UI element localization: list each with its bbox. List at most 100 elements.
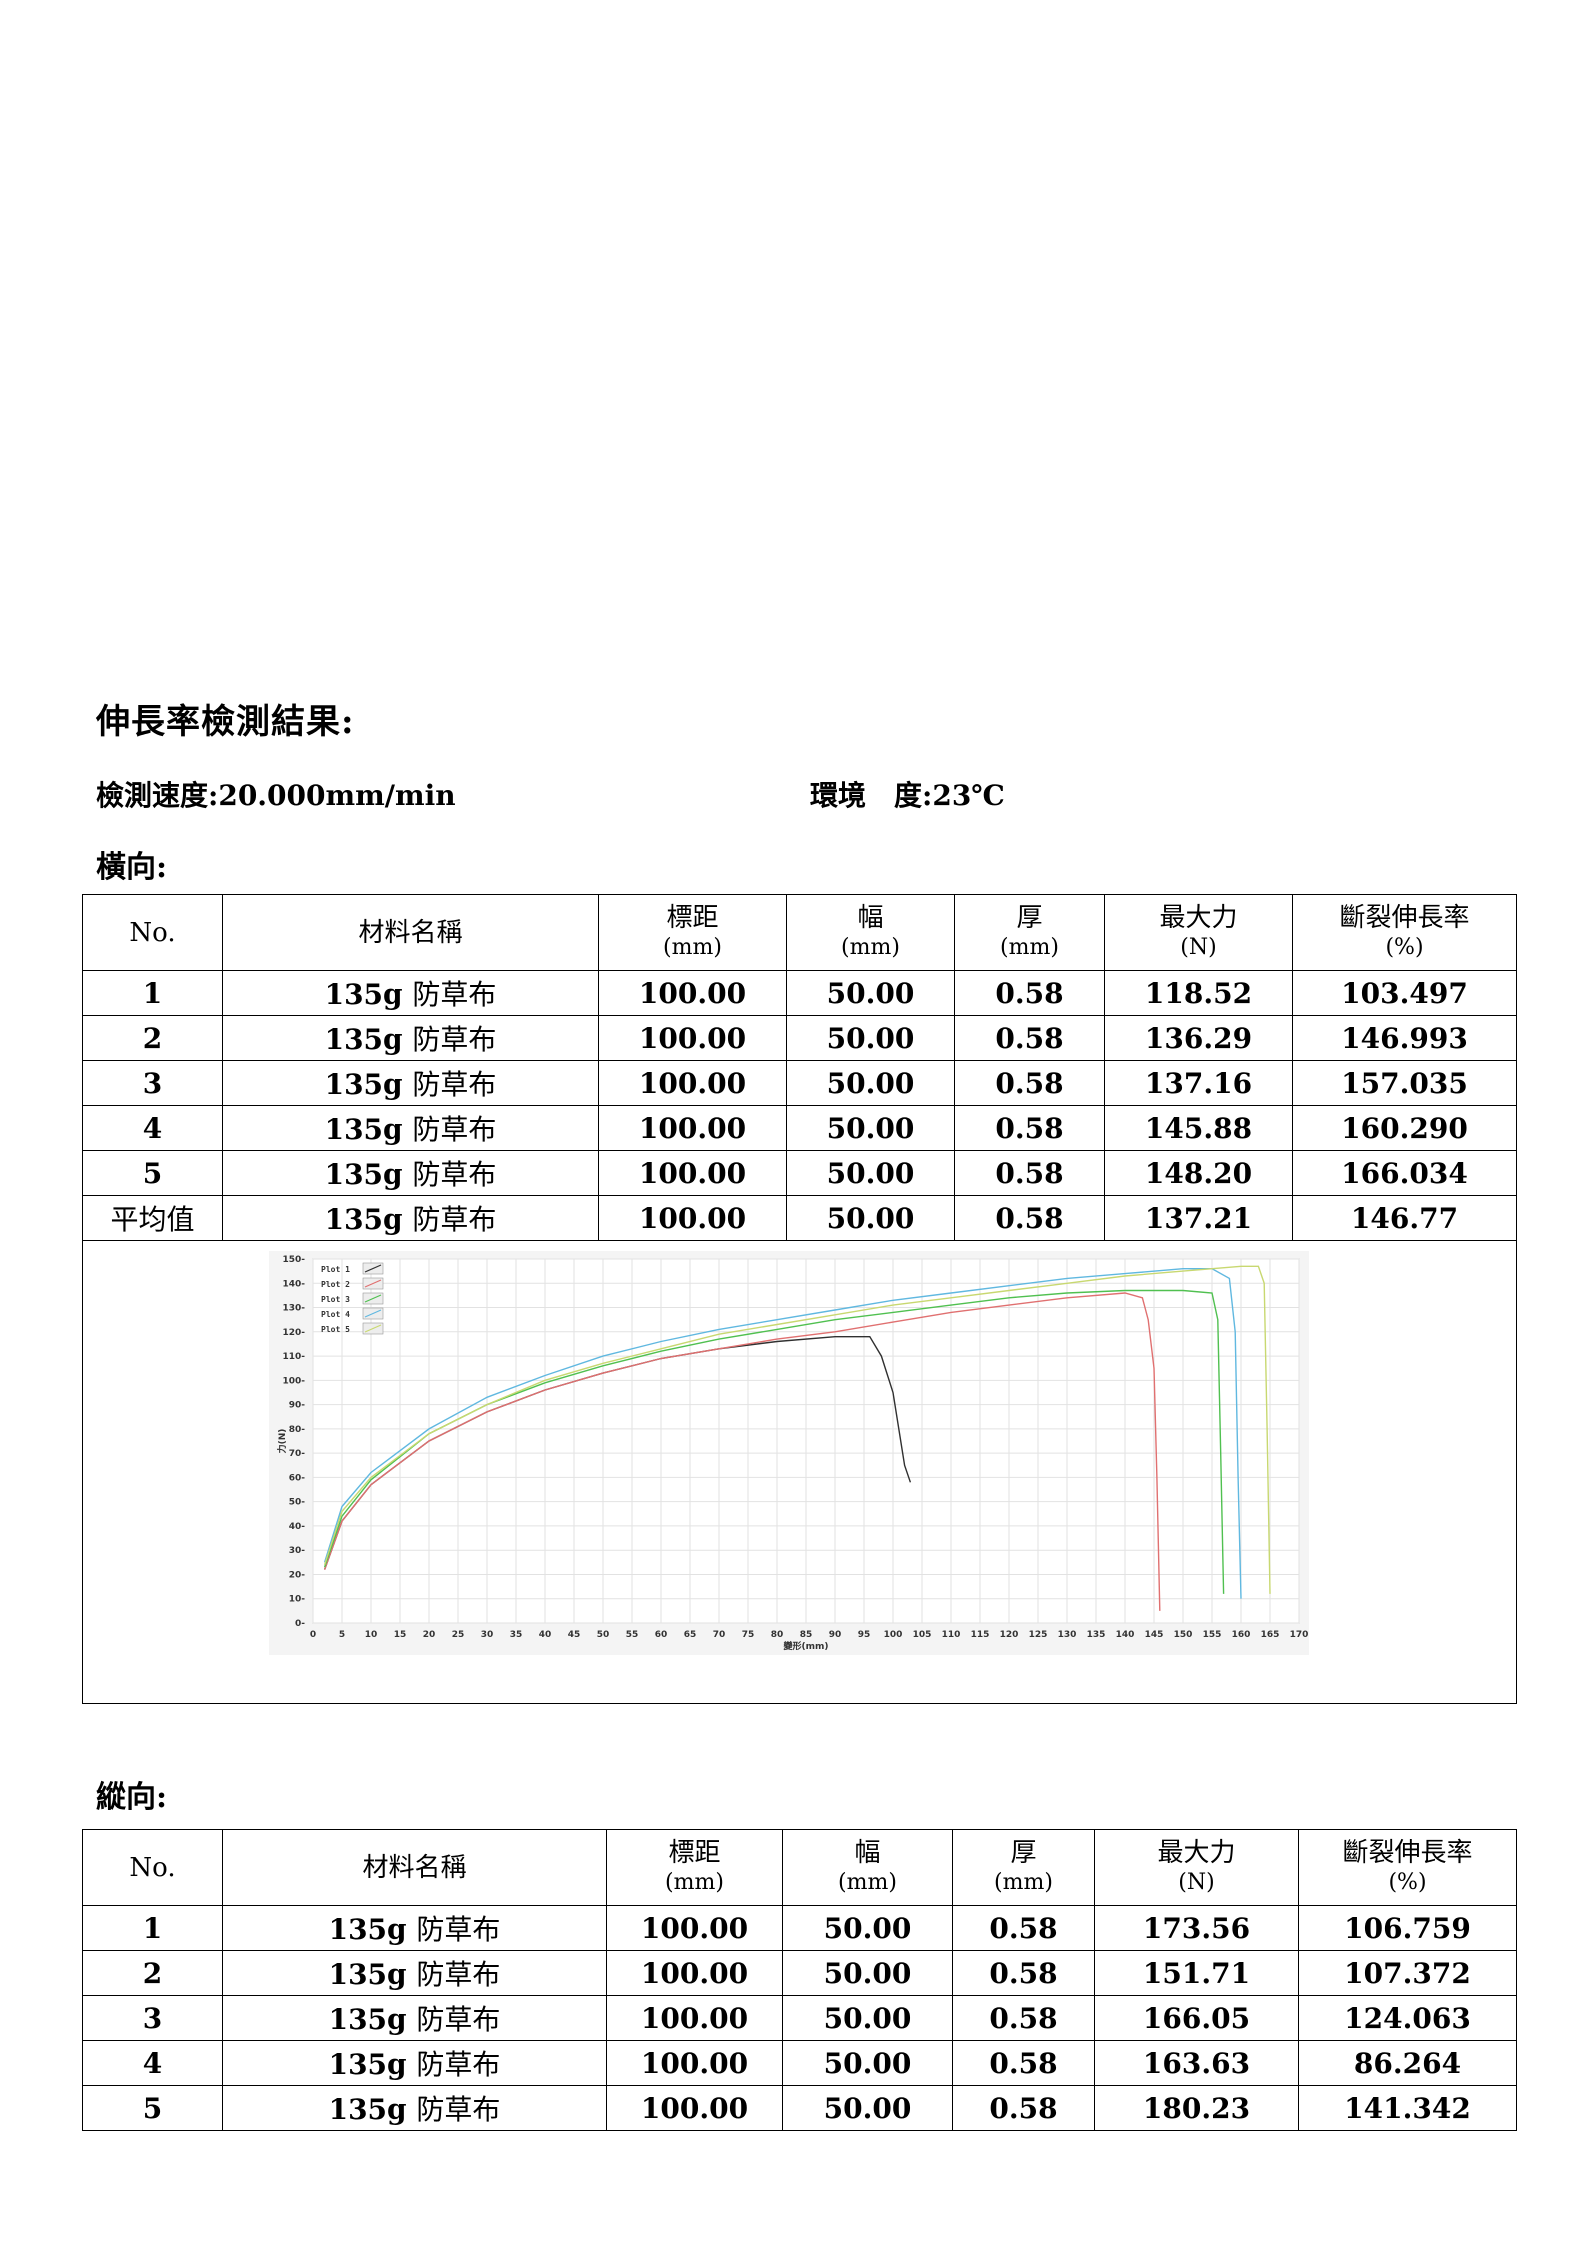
cell-thickness: 0.58 <box>954 1015 1105 1061</box>
cell-max-force: 166.05 <box>1094 1995 1299 2041</box>
x-tick-label: 145 <box>1145 1630 1164 1640</box>
cell-gauge: 100.00 <box>606 2040 783 2086</box>
table-row: 2 135g 防草布 100.00 50.00 0.58 151.71 107.… <box>82 1950 1517 1996</box>
x-tick-label: 75 <box>742 1630 755 1640</box>
cell-width: 50.00 <box>782 1905 953 1951</box>
cell-elongation: 157.035 <box>1292 1060 1517 1106</box>
cell-width: 50.00 <box>786 1195 955 1241</box>
x-tick-label: 140 <box>1116 1630 1135 1640</box>
cell-material: 135g 防草布 <box>222 1995 607 2041</box>
cell-material: 135g 防草布 <box>222 1105 599 1151</box>
x-tick-label: 35 <box>510 1630 523 1640</box>
horizontal-results-table: No. 材料名稱 標距 (mm) 幅 (mm) 厚 (mm) 最大力 (N) 斷裂伸長率… <box>82 894 1517 1704</box>
cell-no: 5 <box>82 2085 223 2131</box>
x-tick-label: 55 <box>626 1630 639 1640</box>
x-tick-label: 115 <box>971 1630 990 1640</box>
header-thickness: 厚 (mm) <box>952 1829 1095 1906</box>
legend-swatch-line <box>364 1324 382 1333</box>
series-line-plot-2 <box>323 1292 1161 1611</box>
environment-label: 環境 度: <box>810 779 933 812</box>
cell-max-force: 180.23 <box>1094 2085 1299 2131</box>
cell-no: 3 <box>82 1060 223 1106</box>
cell-max-force: 163.63 <box>1094 2040 1299 2086</box>
cell-no: 3 <box>82 1995 223 2041</box>
cell-width: 50.00 <box>786 1015 955 1061</box>
header-width: 幅 (mm) <box>786 894 955 971</box>
table-row: 1 135g 防草布 100.00 50.00 0.58 173.56 106.… <box>82 1905 1517 1951</box>
chart-container: 0 5 10 15 20 25 30 35 40 45 50 55 60 65 70 75 80 85 90 95 10… <box>83 1241 1517 1703</box>
header-max-force: 最大力 (N) <box>1104 894 1293 971</box>
x-tick-label: 105 <box>913 1630 932 1640</box>
table-row: 3 135g 防草布 100.00 50.00 0.58 137.16 157.… <box>82 1060 1517 1106</box>
header-gauge: 標距 (mm) <box>598 894 787 971</box>
cell-material: 135g 防草布 <box>222 1905 607 1951</box>
cell-elongation: 146.77 <box>1292 1195 1517 1241</box>
cell-elongation: 86.264 <box>1298 2040 1517 2086</box>
cell-material: 135g 防草布 <box>222 2040 607 2086</box>
table-row: 2 135g 防草布 100.00 50.00 0.58 136.29 146.… <box>82 1015 1517 1061</box>
cell-no: 1 <box>82 1905 223 1951</box>
test-speed-value: 20.000mm/min <box>218 779 456 812</box>
cell-no: 2 <box>82 1015 223 1061</box>
cell-max-force: 151.71 <box>1094 1950 1299 1996</box>
cell-material: 135g 防草布 <box>222 1060 599 1106</box>
legend-label-plot-4: Plot 4 <box>321 1310 350 1319</box>
x-tick-label: 170 <box>1290 1630 1309 1640</box>
cell-elongation: 160.290 <box>1292 1105 1517 1151</box>
cell-gauge: 100.00 <box>598 1015 787 1061</box>
x-tick-label: 5 <box>339 1630 345 1640</box>
cell-material: 135g 防草布 <box>222 1015 599 1061</box>
cell-thickness: 0.58 <box>954 1105 1105 1151</box>
table-row-average: 平均值 135g 防草布 100.00 50.00 0.58 137.21 14… <box>82 1195 1517 1241</box>
y-tick-label: 100- <box>282 1376 305 1386</box>
cell-gauge: 100.00 <box>598 970 787 1016</box>
y-tick-label: 10- <box>289 1595 306 1605</box>
y-tick-label: 0- <box>295 1619 305 1629</box>
x-tick-label: 160 <box>1232 1630 1251 1640</box>
header-no: No. <box>82 1829 223 1906</box>
vertical-results-table: No. 材料名稱 標距 (mm) 幅 (mm) 厚 (mm) 最大力 (N) 斷裂伸長率… <box>82 1829 1517 2131</box>
y-tick-label: 50- <box>289 1498 306 1508</box>
legend-label-plot-2: Plot 2 <box>321 1280 350 1289</box>
table-header-row: No. 材料名稱 標距 (mm) 幅 (mm) 厚 (mm) 最大力 (N) 斷裂伸長率… <box>82 894 1517 971</box>
cell-material: 135g 防草布 <box>222 1950 607 1996</box>
section-vertical-label: 縱向: <box>96 1780 168 1815</box>
y-axis-label: 力(N) <box>276 1429 288 1454</box>
cell-width: 50.00 <box>782 1950 953 1996</box>
cell-average-label: 平均值 <box>82 1195 223 1241</box>
y-tick-label: 20- <box>289 1570 306 1580</box>
cell-elongation: 107.372 <box>1298 1950 1517 1996</box>
cell-width: 50.00 <box>782 2085 953 2131</box>
header-elongation: 斷裂伸長率 (%) <box>1298 1829 1517 1906</box>
cell-max-force: 137.16 <box>1104 1060 1293 1106</box>
cell-gauge: 100.00 <box>606 1905 783 1951</box>
y-tick-label: 130- <box>282 1304 305 1314</box>
cell-width: 50.00 <box>786 1150 955 1196</box>
x-axis-label: 變形(mm) <box>783 1640 829 1652</box>
environment-temperature: 環境 度:23℃ <box>810 774 1005 814</box>
cell-no: 1 <box>82 970 223 1016</box>
cell-max-force: 173.56 <box>1094 1905 1299 1951</box>
cell-thickness: 0.58 <box>954 1195 1105 1241</box>
header-width: 幅 (mm) <box>782 1829 953 1906</box>
cell-elongation: 103.497 <box>1292 970 1517 1016</box>
cell-material: 135g 防草布 <box>222 1150 599 1196</box>
table-row: 5 135g 防草布 100.00 50.00 0.58 148.20 166.… <box>82 1150 1517 1196</box>
table-row: 4 135g 防草布 100.00 50.00 0.58 145.88 160.… <box>82 1105 1517 1151</box>
cell-width: 50.00 <box>786 1060 955 1106</box>
table-header-row: No. 材料名稱 標距 (mm) 幅 (mm) 厚 (mm) 最大力 (N) 斷裂伸長率… <box>82 1829 1517 1906</box>
header-thickness: 厚 (mm) <box>954 894 1105 971</box>
cell-gauge: 100.00 <box>606 1995 783 2041</box>
page-title: 伸長率檢測結果: <box>96 702 355 742</box>
cell-elongation: 166.034 <box>1292 1150 1517 1196</box>
x-tick-label: 90 <box>829 1630 842 1640</box>
test-speed-label: 檢測速度: <box>96 779 219 812</box>
table-row: 1 135g 防草布 100.00 50.00 0.58 118.52 103.… <box>82 970 1517 1016</box>
y-tick-label: 70- <box>289 1449 306 1459</box>
cell-max-force: 136.29 <box>1104 1015 1293 1061</box>
x-tick-label: 45 <box>568 1630 581 1640</box>
cell-gauge: 100.00 <box>598 1105 787 1151</box>
cell-max-force: 137.21 <box>1104 1195 1293 1241</box>
header-gauge: 標距 (mm) <box>606 1829 783 1906</box>
cell-thickness: 0.58 <box>952 1905 1095 1951</box>
